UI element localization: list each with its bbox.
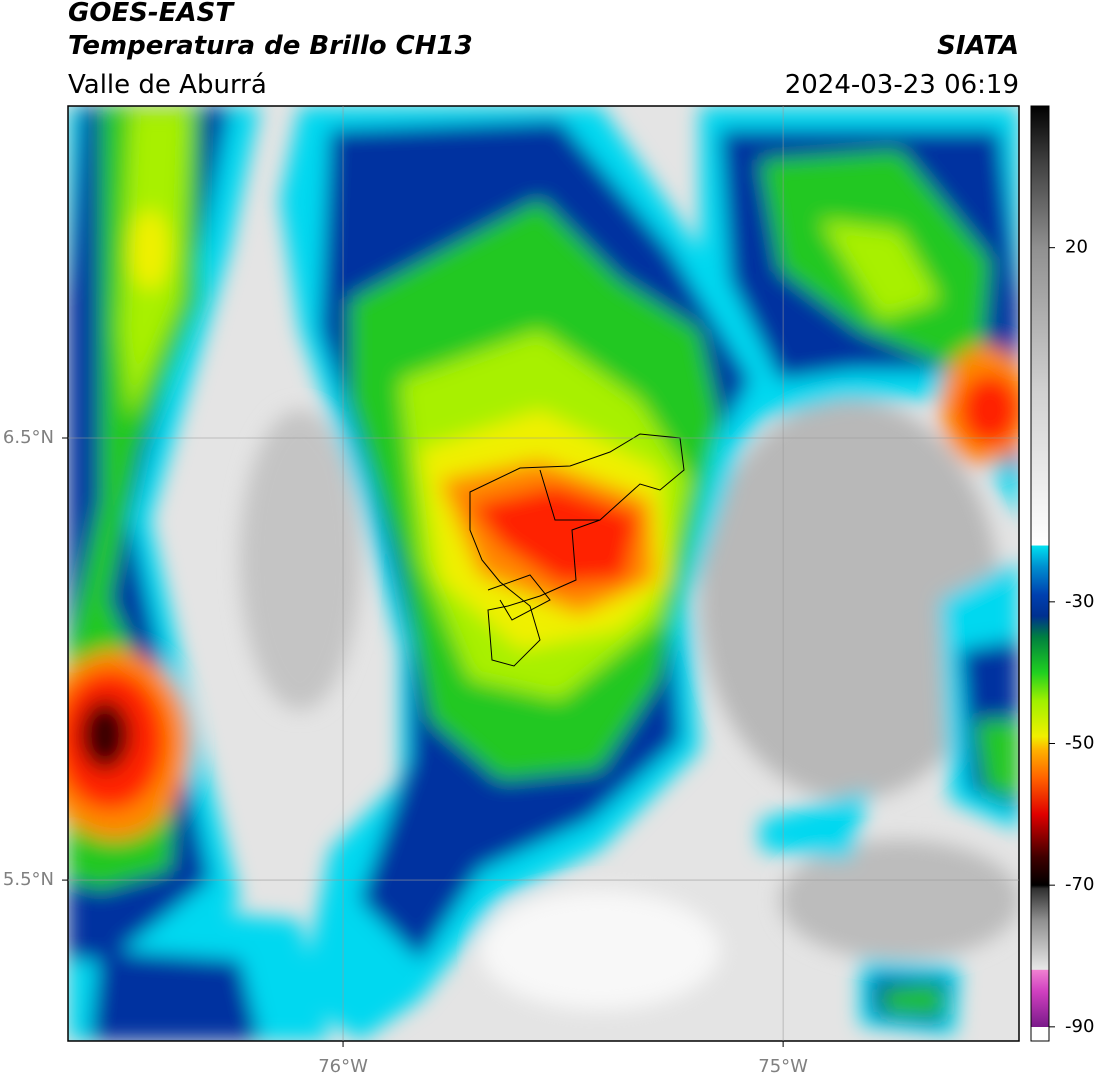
region: Valle de Aburrá: [68, 70, 267, 100]
x-tick-label: 75°W: [758, 1056, 808, 1077]
colorbar-tick-label: -30: [1065, 591, 1094, 612]
subtitle: Temperatura de Brillo CH13: [68, 31, 473, 61]
colorbar-tick-label: -50: [1065, 733, 1094, 754]
map-frame: [67, 105, 1020, 1042]
colorbar-tick-label: 20: [1065, 237, 1088, 258]
colorbar-tick-label: -90: [1065, 1016, 1094, 1037]
x-tick-label: 76°W: [318, 1056, 368, 1077]
datetime: 2024-03-23 06:19: [785, 70, 1019, 100]
y-tick-label: 6.5°N: [3, 427, 54, 448]
satellite-image: [68, 106, 1019, 1041]
source: SIATA: [937, 31, 1019, 61]
colorbar-tick-label: -70: [1065, 874, 1094, 895]
colorbar: [1030, 105, 1050, 1042]
title: GOES-EAST: [68, 0, 235, 28]
y-tick-label: 5.5°N: [3, 869, 54, 890]
